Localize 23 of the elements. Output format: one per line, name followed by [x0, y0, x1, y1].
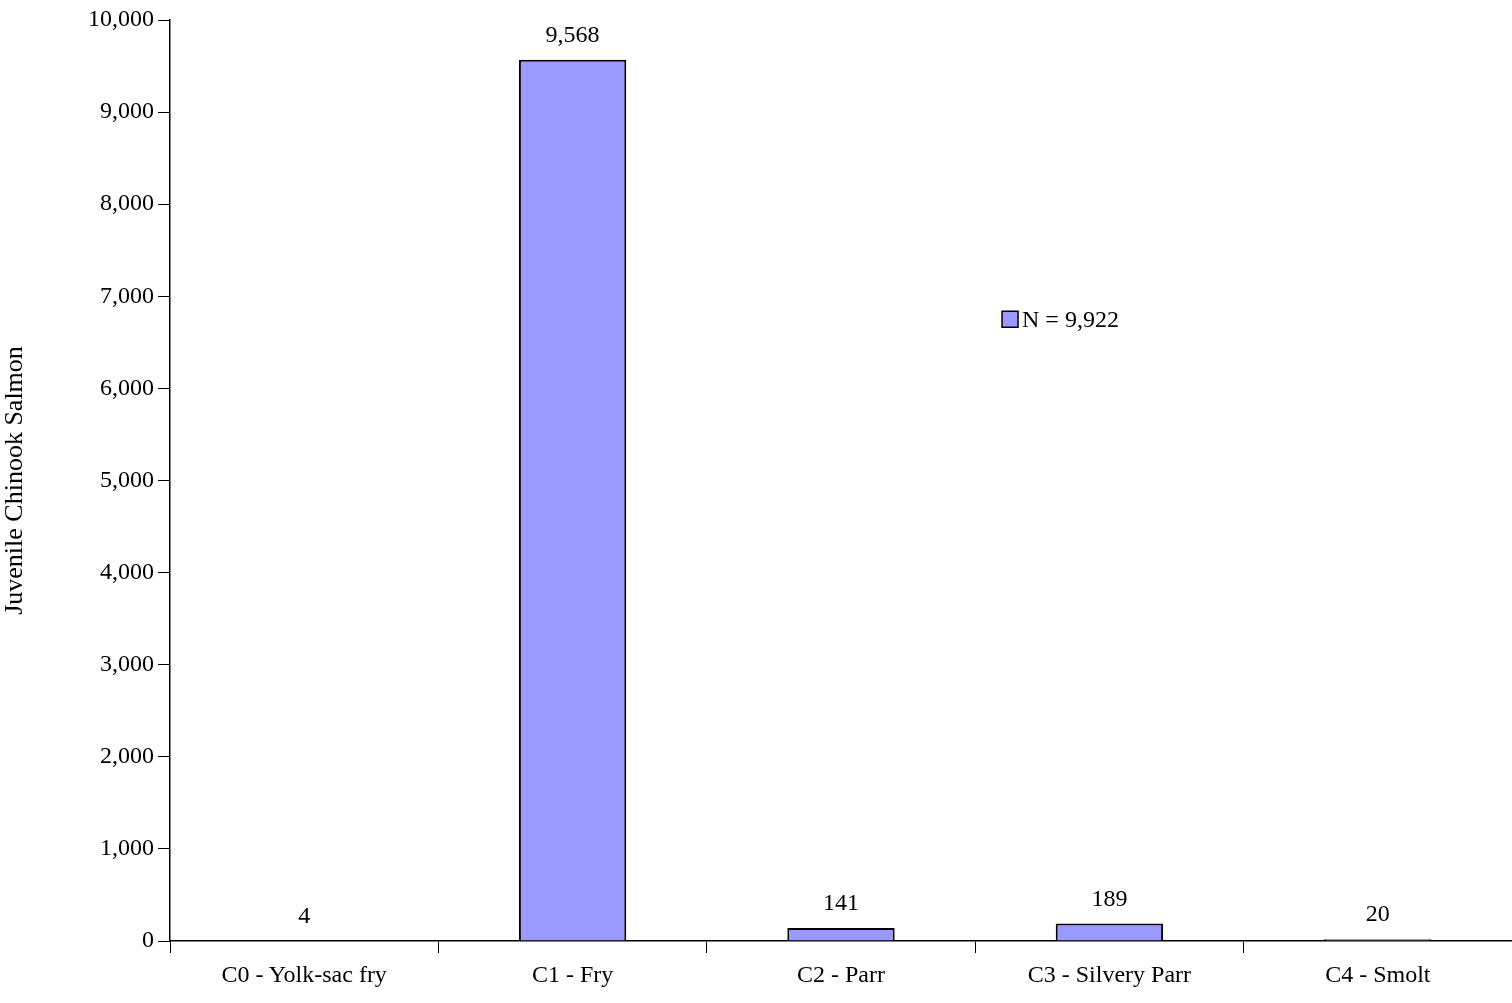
y-tick-label: 5,000 — [100, 465, 154, 492]
x-tick-label: C3 - Silvery Parr — [1027, 960, 1192, 987]
legend-label: N = 9,922 — [1022, 305, 1119, 332]
y-tick-label: 9,000 — [100, 97, 154, 124]
x-tick-label: C2 - Parr — [797, 960, 885, 987]
x-tick-label: C1 - Fry — [531, 960, 614, 987]
data-label: 20 — [1365, 900, 1390, 927]
data-label: 189 — [1091, 884, 1128, 911]
data-label: 141 — [823, 889, 859, 916]
y-tick-label: 2,000 — [100, 742, 154, 769]
y-tick-label: 6,000 — [100, 373, 154, 400]
y-tick-label: 0 — [142, 926, 154, 953]
y-tick-label: 8,000 — [100, 189, 154, 216]
x-tick-label: C0 - Yolk-sac fry — [221, 960, 387, 987]
data-label: 9,568 — [545, 21, 600, 48]
y-axis-title: Juvenile Chinook Salmon — [0, 346, 29, 615]
y-tick-label: 3,000 — [100, 650, 154, 676]
data-label: 4 — [298, 901, 311, 928]
y-tick-label: 7,000 — [100, 281, 154, 308]
y-tick-label: 10,000 — [88, 5, 154, 32]
x-tick-label: C4 - Smolt — [1325, 960, 1431, 987]
y-tick-label: 4,000 — [100, 557, 154, 584]
y-tick-label: 1,000 — [100, 834, 154, 861]
